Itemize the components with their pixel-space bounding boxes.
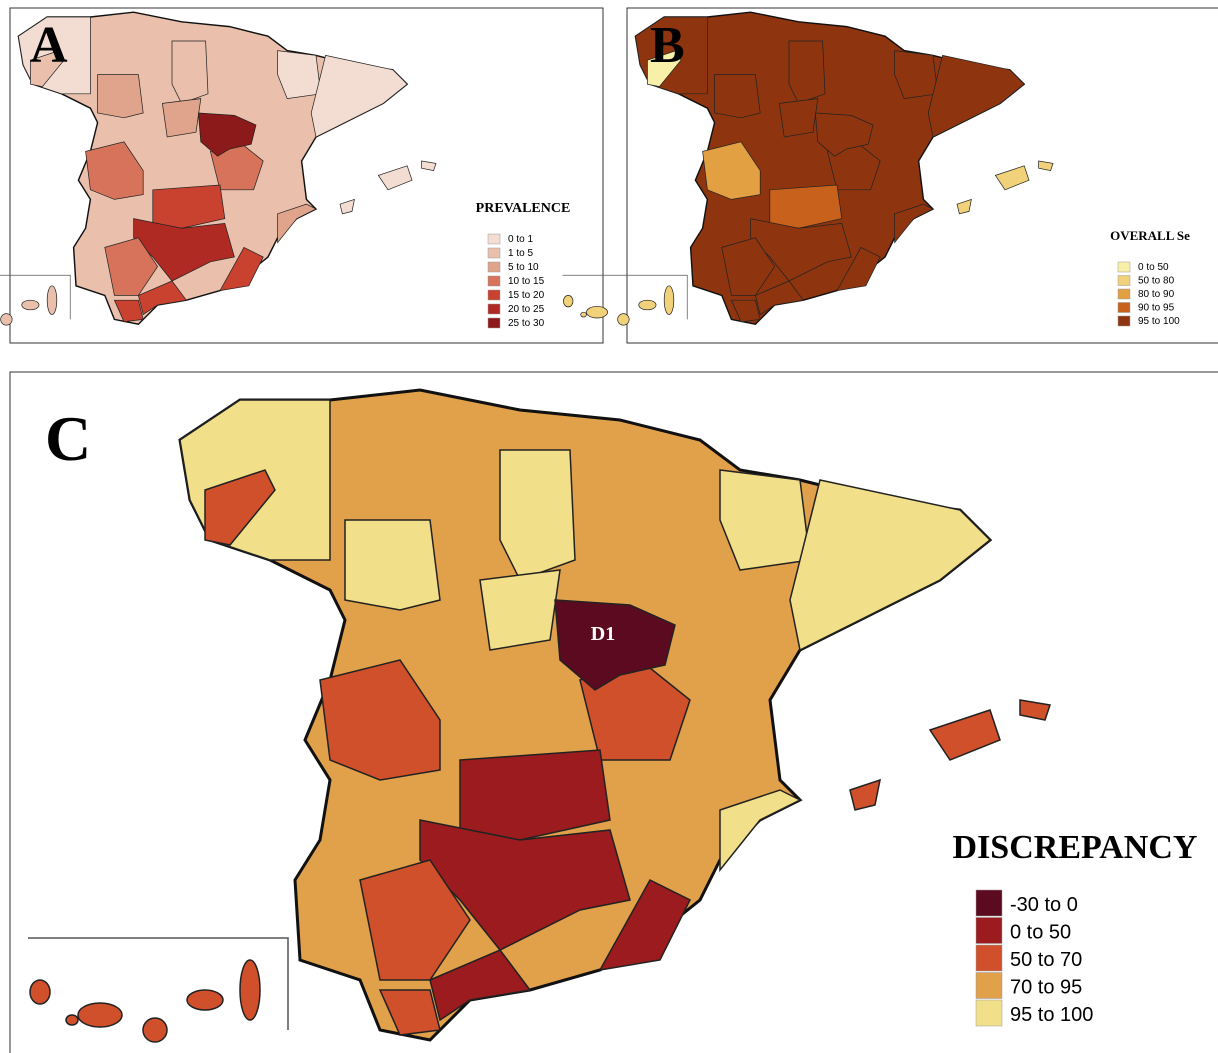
legend-label: -30 to 0 <box>1010 894 1078 916</box>
legend-swatch <box>976 918 1002 944</box>
legend-label: 1 to 5 <box>508 248 533 259</box>
region <box>930 710 1000 760</box>
region <box>422 161 436 171</box>
legend-label: 15 to 20 <box>508 290 545 301</box>
island <box>581 312 587 317</box>
legend-swatch <box>488 262 500 272</box>
region <box>480 570 560 650</box>
legend-label: 80 to 90 <box>1138 289 1175 300</box>
legend-label: 50 to 80 <box>1138 276 1175 287</box>
region <box>340 199 354 213</box>
legend-label: 95 to 100 <box>1010 1004 1093 1026</box>
island <box>618 314 630 326</box>
island <box>563 295 573 307</box>
region <box>500 450 575 580</box>
map <box>562 12 1053 325</box>
legend-swatch <box>976 890 1002 916</box>
legend-label: 50 to 70 <box>1010 949 1082 971</box>
region <box>995 166 1029 190</box>
legend-swatch <box>1118 289 1130 299</box>
island <box>143 1018 167 1042</box>
legend-swatch <box>976 1000 1002 1026</box>
region <box>1020 700 1050 720</box>
region-label: D1 <box>591 623 615 645</box>
region <box>162 99 200 137</box>
legend-swatch <box>488 318 500 328</box>
region <box>715 75 761 118</box>
legend-swatch <box>488 248 500 258</box>
legend-label: 5 to 10 <box>508 262 539 273</box>
legend-label: 25 to 30 <box>508 318 545 329</box>
map: D1 <box>28 390 1050 1042</box>
legend-label: 0 to 50 <box>1138 262 1169 273</box>
legend-swatch <box>976 945 1002 971</box>
legend-label: 0 to 50 <box>1010 921 1071 943</box>
panel-label: A <box>30 17 68 74</box>
legend-label: 10 to 15 <box>508 276 545 287</box>
legend-label: 90 to 95 <box>1138 303 1175 314</box>
legend-label: 20 to 25 <box>508 304 545 315</box>
legend-swatch <box>488 304 500 314</box>
region <box>172 41 208 103</box>
legend-label: 70 to 95 <box>1010 976 1082 998</box>
region <box>850 780 880 810</box>
legend-swatch <box>1118 262 1130 272</box>
island <box>586 306 607 318</box>
region <box>779 99 817 137</box>
island <box>187 990 223 1010</box>
legend-swatch <box>1118 316 1130 326</box>
region <box>98 75 144 118</box>
legend-label: 0 to 1 <box>508 234 533 245</box>
island <box>78 1003 122 1027</box>
region <box>1039 161 1053 171</box>
island <box>639 300 656 310</box>
region <box>957 199 971 213</box>
island <box>664 286 674 315</box>
inset-border <box>0 275 70 319</box>
island <box>47 286 57 315</box>
panel-label: C <box>45 403 91 474</box>
region <box>378 166 412 190</box>
legend-swatch <box>1118 276 1130 286</box>
legend-title: OVERALL Se <box>1110 228 1190 243</box>
legend-swatch <box>1118 303 1130 313</box>
legend-swatch <box>488 290 500 300</box>
legend-swatch <box>976 973 1002 999</box>
island <box>66 1015 78 1025</box>
region <box>720 470 810 570</box>
panel-label: B <box>650 17 685 74</box>
island <box>30 980 50 1004</box>
region <box>895 51 938 99</box>
island <box>240 960 260 1020</box>
legend-swatch <box>488 234 500 244</box>
legend-title: DISCREPANCY <box>953 829 1198 866</box>
island <box>1 314 13 326</box>
region <box>278 51 321 99</box>
legend-swatch <box>488 276 500 286</box>
island <box>22 300 39 310</box>
region <box>345 520 440 610</box>
figure: A PREVALENCE 0 to 1 1 to 5 5 to 10 10 to 15 15… <box>0 0 1218 1053</box>
legend-title: PREVALENCE <box>476 201 571 216</box>
region <box>789 41 825 103</box>
legend-label: 95 to 100 <box>1138 316 1180 327</box>
